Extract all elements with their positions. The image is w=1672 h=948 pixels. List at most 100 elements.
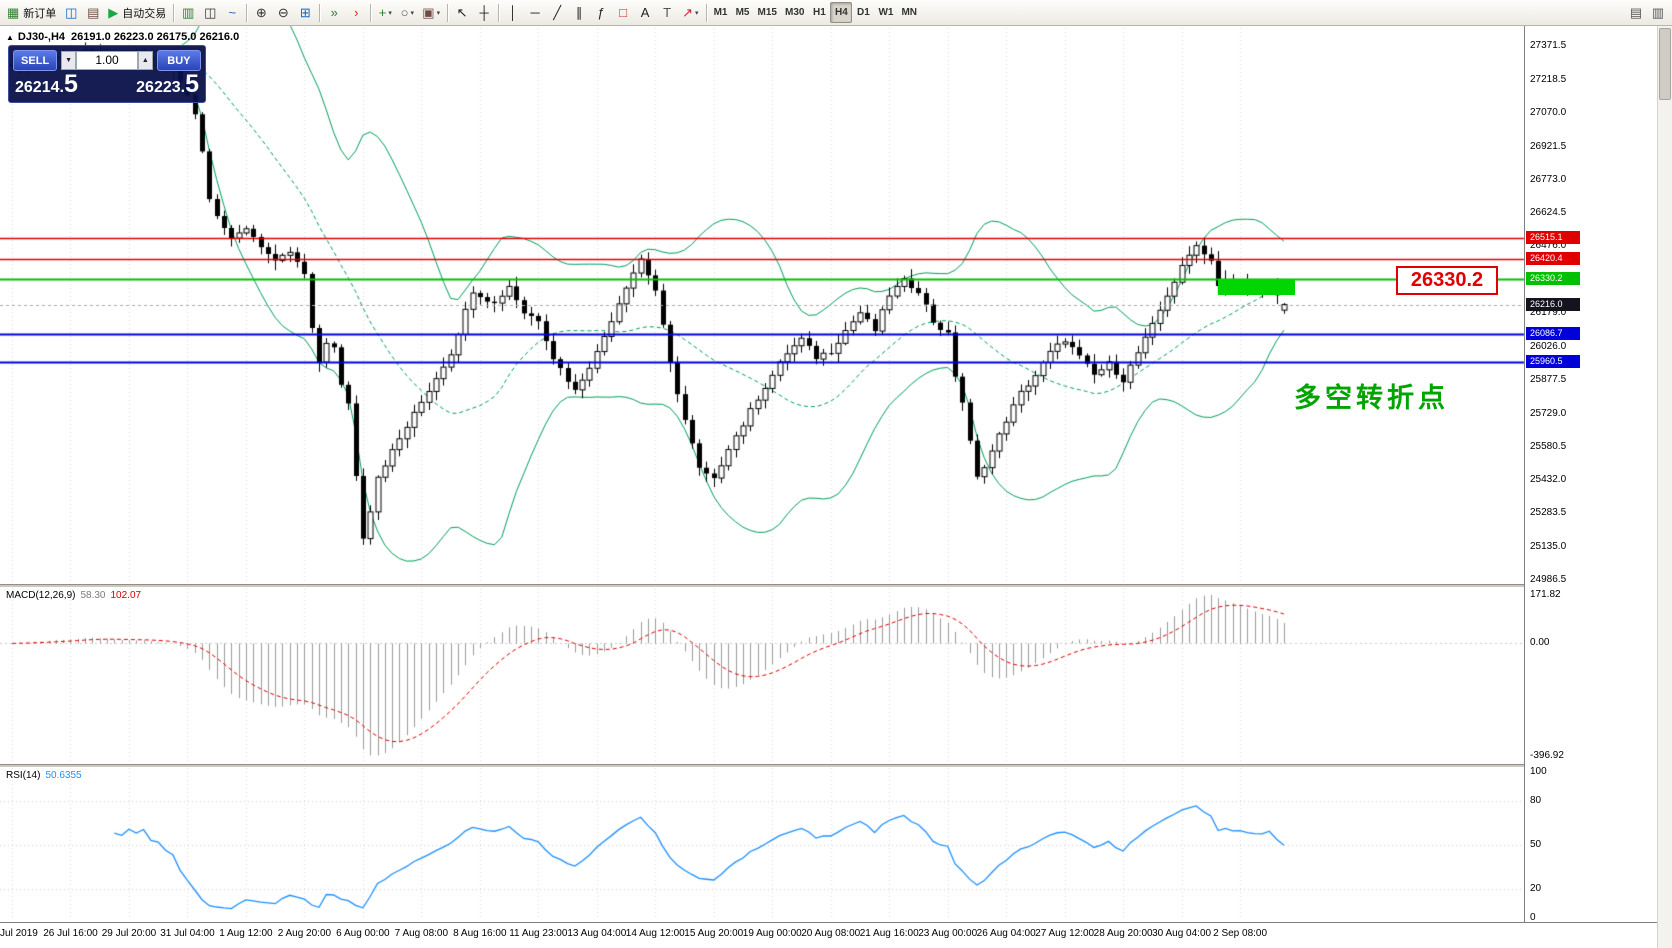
time-axis-label: 8 Aug 16:00 — [453, 928, 507, 939]
hline-price-label: 26515.1 — [1526, 231, 1580, 245]
arrows-button[interactable]: ↗ ▾ — [678, 2, 702, 23]
volume-up-button[interactable]: ▲ — [138, 50, 153, 70]
time-axis-label: 7 Aug 08:00 — [394, 928, 449, 939]
time-axis-label: 29 Jul 20:00 — [101, 928, 157, 939]
main-toolbar: ▦ 新订单 ◫ ▤ ▶ 自动交易 ▥ ◫ ~ ⊕ ⊖ ⊞» › + ▾ ○ ▾ ▣ ▾ ↖ ┼ │ ─ ╱ ∥ ƒ □ A T ↗ ▾ M1 M… — [0, 0, 1672, 26]
autotrade-button[interactable]: ▶ 自动交易 — [104, 2, 170, 23]
volume-input[interactable] — [76, 50, 138, 70]
time-axis-label: 26 Aug 04:00 — [976, 928, 1036, 939]
text-label-icon: T — [663, 5, 672, 20]
timeframe-mn[interactable]: MN — [897, 2, 921, 23]
zoom-in-button[interactable]: ⊕ — [250, 2, 272, 23]
new-order-button[interactable]: ▦ 新订单 — [3, 2, 60, 23]
text-button[interactable]: A — [634, 2, 656, 23]
chevron-down-icon: ▾ — [410, 9, 414, 17]
hline-price-label: 25960.5 — [1526, 355, 1580, 369]
timeframe-m30-label: M30 — [784, 7, 805, 18]
macd-axis-label: -396.92 — [1530, 749, 1564, 761]
sell-price-main: 26214. — [15, 79, 64, 96]
timeframe-m15[interactable]: M15 — [754, 2, 781, 23]
profiles-button[interactable]: ▤ — [82, 2, 104, 23]
timeframe-m5[interactable]: M5 — [732, 2, 754, 23]
shapes-button[interactable]: □ — [612, 2, 634, 23]
timeframe-d1[interactable]: D1 — [852, 2, 874, 23]
toolbar-extra-2-icon: ▥ — [1651, 5, 1665, 20]
rsi-title: RSI(14) — [6, 770, 41, 781]
price-axis-label: 26026.0 — [1530, 341, 1567, 353]
buy-button[interactable]: BUY — [156, 49, 201, 71]
cursor-button[interactable]: ↖ — [451, 2, 473, 23]
text-label-button[interactable]: T — [656, 2, 678, 23]
crosshair-icon: ┼ — [479, 5, 489, 20]
volume-down-button[interactable]: ▼ — [61, 50, 76, 70]
buy-price-big-digit: 5 — [185, 70, 199, 98]
rsi-axis-label: 20 — [1530, 882, 1542, 894]
vertical-line-button[interactable]: │ — [502, 2, 524, 23]
toolbar-extra-2[interactable]: ▥ — [1647, 2, 1669, 23]
timeframe-h4[interactable]: H4 — [830, 2, 853, 23]
macd-signal-value: 102.07 — [110, 590, 142, 601]
price-callout-26330[interactable]: 26330.2 — [1396, 265, 1498, 295]
periods-icon: ○ — [400, 5, 409, 20]
price-axis-label: 25283.5 — [1530, 507, 1567, 519]
line-chart-button[interactable]: ~ — [221, 2, 243, 23]
timeframe-m1[interactable]: M1 — [710, 2, 732, 23]
chinese-annotation[interactable]: 多空转折点 — [1294, 383, 1449, 413]
bar-chart-button[interactable]: ▥ — [177, 2, 199, 23]
sell-button[interactable]: SELL — [13, 49, 58, 71]
hline-price-label: 26086.7 — [1526, 327, 1580, 340]
scrollbar-thumb[interactable] — [1659, 28, 1671, 100]
auto-scroll-icon: » — [330, 5, 338, 20]
zoom-out-icon: ⊖ — [277, 5, 289, 20]
time-axis-label: 1 Aug 12:00 — [219, 928, 273, 939]
timeframe-d1-label: D1 — [857, 7, 870, 18]
toolbar-separator — [246, 3, 248, 22]
tile-windows-button[interactable]: ⊞ — [294, 2, 316, 23]
price-axis[interactable]: 27371.5 27218.5 27070.0 26921.5 26773.0 26624… — [1524, 26, 1657, 923]
timeframe-m30[interactable]: M30 — [781, 2, 808, 23]
one-click-trading-panel: SELL ▼ ▲ BUY 26214.5 26223.5 — [8, 45, 206, 103]
trendline-button[interactable]: ╱ — [546, 2, 568, 23]
support-zone-highlight[interactable] — [1218, 279, 1295, 296]
price-axis-label: 24986.5 — [1530, 573, 1567, 585]
chart-shift-icon: › — [354, 5, 359, 20]
profiles-icon: ▤ — [87, 5, 100, 20]
zoom-out-button[interactable]: ⊖ — [272, 2, 294, 23]
timeframe-m15-label: M15 — [757, 7, 777, 18]
toolbar-separator — [498, 3, 500, 22]
time-axis-label: 14 Aug 12:00 — [625, 928, 685, 939]
crosshair-button[interactable]: ┼ — [473, 2, 495, 23]
spin-down-icon: ▼ — [65, 56, 73, 64]
auto-scroll-button[interactable]: » — [323, 2, 345, 23]
timeframe-h1[interactable]: H1 — [808, 2, 830, 23]
pane-splitter-macd[interactable] — [0, 584, 1672, 588]
candlestick-chart-button[interactable]: ◫ — [199, 2, 221, 23]
collapse-trade-panel-arrow[interactable]: ▲ — [6, 33, 14, 42]
channel-button[interactable]: ∥ — [568, 2, 590, 23]
toolbar-extra-1-icon: ▤ — [1629, 5, 1643, 20]
periods-button[interactable]: ○ ▾ — [396, 2, 418, 23]
bar-chart-icon: ▥ — [182, 5, 195, 20]
horizontal-line-button[interactable]: ─ — [524, 2, 546, 23]
sell-price-big-digit: 5 — [63, 70, 78, 98]
templates-button[interactable]: ▣ ▾ — [418, 2, 444, 23]
rsi-axis-label: 100 — [1530, 766, 1547, 777]
toolbar-extra-1[interactable]: ▤ — [1625, 2, 1647, 23]
chevron-down-icon: ▾ — [388, 9, 392, 17]
autotrade-icon: ▶ — [108, 5, 119, 20]
time-axis-label: 28 Aug 20:00 — [1093, 928, 1153, 939]
toolbar-separator — [370, 3, 372, 22]
timeframe-h1-label: H1 — [813, 7, 826, 18]
fibonacci-button[interactable]: ƒ — [590, 2, 612, 23]
indicators-button[interactable]: + ▾ — [374, 2, 396, 23]
timeframe-w1-label: W1 — [878, 7, 894, 18]
pane-splitter-rsi[interactable] — [0, 764, 1672, 768]
vertical-scrollbar[interactable] — [1657, 26, 1672, 948]
price-axis-label: 26773.0 — [1530, 173, 1567, 185]
timeframe-w1[interactable]: W1 — [874, 2, 897, 23]
chart-window-button[interactable]: ◫ — [60, 2, 82, 23]
chart-shift-button[interactable]: › — [345, 2, 367, 23]
text-icon: A — [640, 5, 650, 20]
